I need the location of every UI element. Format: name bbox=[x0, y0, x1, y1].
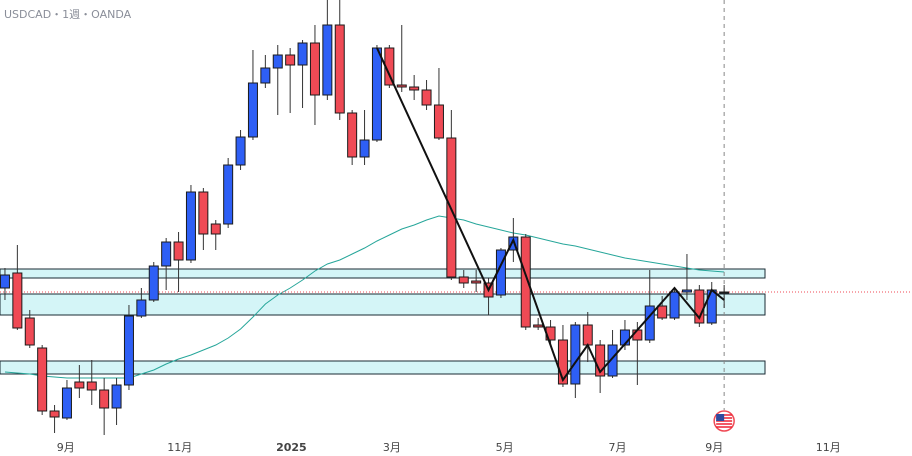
candle-body bbox=[557, 339, 568, 385]
candle-body bbox=[247, 82, 258, 138]
candle-body bbox=[520, 236, 531, 328]
candle-body bbox=[570, 324, 581, 385]
x-tick-label: 9月 bbox=[57, 441, 75, 454]
candle-body bbox=[285, 54, 296, 66]
candle-body bbox=[669, 291, 680, 319]
candle-body bbox=[719, 291, 730, 294]
candle-body bbox=[471, 280, 482, 284]
candle-body bbox=[508, 236, 519, 251]
candle-body bbox=[371, 47, 382, 141]
candle-body bbox=[198, 191, 209, 235]
candle-body bbox=[533, 324, 544, 328]
candle-body bbox=[421, 89, 432, 106]
zone bbox=[0, 360, 766, 375]
candle-body bbox=[657, 305, 668, 319]
plot bbox=[0, 0, 912, 435]
candle-body bbox=[148, 265, 159, 301]
candle-body bbox=[74, 381, 85, 389]
candle-body bbox=[297, 42, 308, 66]
flag-canton bbox=[716, 414, 725, 421]
candle-body bbox=[433, 104, 444, 139]
candle-body bbox=[334, 24, 345, 114]
candle-body bbox=[161, 241, 172, 267]
candle-body bbox=[272, 54, 283, 69]
candle-body bbox=[458, 276, 469, 284]
candle-body bbox=[24, 317, 35, 346]
x-tick-label: 5月 bbox=[496, 441, 514, 454]
x-tick-label: 3月 bbox=[383, 441, 401, 454]
candle-body bbox=[359, 139, 370, 158]
candle-body bbox=[210, 223, 221, 235]
candle-body bbox=[37, 347, 48, 412]
zone bbox=[0, 293, 766, 316]
candle-body bbox=[309, 42, 320, 96]
x-tick-label: 2025 bbox=[276, 441, 307, 454]
candle-body bbox=[99, 389, 110, 409]
candle-body bbox=[111, 384, 122, 409]
currency-flag-icon bbox=[713, 410, 735, 432]
candle-body bbox=[644, 305, 655, 341]
zigzag-drawing bbox=[376, 47, 725, 383]
candle-body bbox=[347, 112, 358, 158]
x-tick-label: 11月 bbox=[816, 441, 841, 454]
x-tick-label: 11月 bbox=[167, 441, 192, 454]
chart-title: USDCAD・1週・OANDA bbox=[4, 8, 132, 21]
candle-body bbox=[0, 274, 10, 289]
candle-body bbox=[582, 324, 593, 346]
candle-body bbox=[396, 84, 407, 88]
candle-body bbox=[322, 24, 333, 96]
candle-body bbox=[185, 191, 196, 261]
candle-body bbox=[173, 241, 184, 261]
candle-body bbox=[49, 410, 60, 418]
zone bbox=[0, 268, 766, 279]
candle-body bbox=[260, 67, 271, 84]
candle-body bbox=[235, 136, 246, 166]
candle-body bbox=[681, 289, 692, 293]
candle-body bbox=[607, 344, 618, 377]
candle-body bbox=[136, 299, 147, 317]
candle-body bbox=[61, 387, 72, 419]
x-tick-label: 9月 bbox=[705, 441, 723, 454]
candle-body bbox=[223, 164, 234, 225]
x-tick-label: 7月 bbox=[609, 441, 627, 454]
candle-body bbox=[86, 381, 97, 391]
candle-body bbox=[12, 272, 23, 329]
candle-body bbox=[409, 86, 420, 91]
candle-body bbox=[123, 315, 134, 386]
